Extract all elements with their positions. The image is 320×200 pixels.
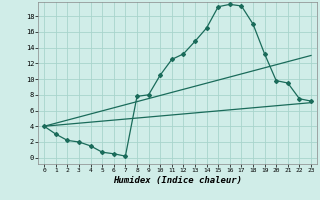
X-axis label: Humidex (Indice chaleur): Humidex (Indice chaleur) xyxy=(113,176,242,185)
